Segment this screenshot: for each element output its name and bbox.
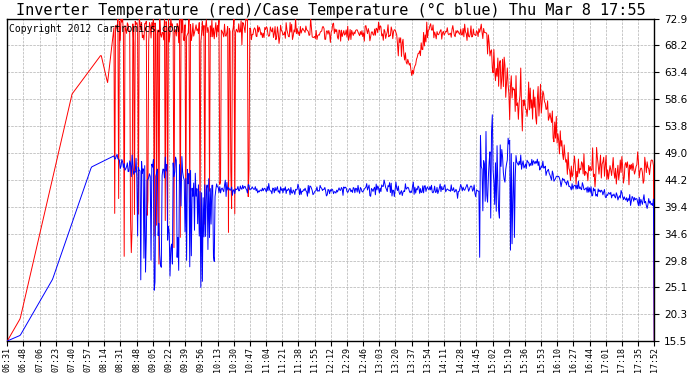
Text: Copyright 2012 Cartronics.com: Copyright 2012 Cartronics.com <box>8 24 179 34</box>
Title: Inverter Temperature (red)/Case Temperature (°C blue) Thu Mar 8 17:55: Inverter Temperature (red)/Case Temperat… <box>16 3 646 18</box>
